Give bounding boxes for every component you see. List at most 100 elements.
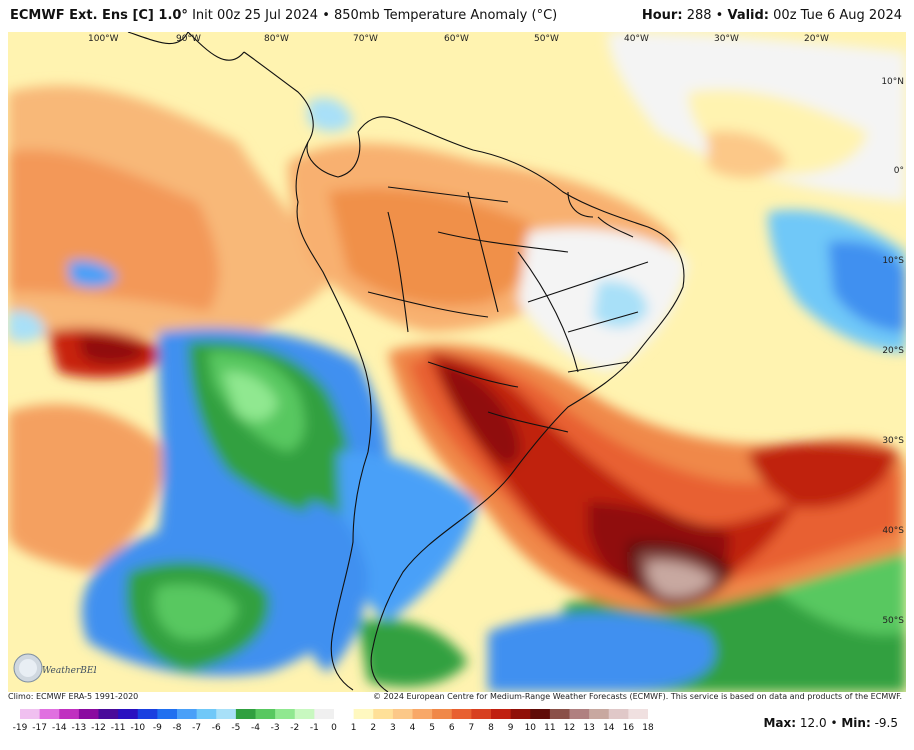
legend-label: -10 — [130, 723, 146, 733]
legend-label: 2 — [370, 723, 377, 733]
valid-info: Hour: 288 • Valid: 00z Tue 6 Aug 2024 — [642, 8, 902, 23]
lon-label-50w: 50°W — [534, 34, 559, 44]
legend-swatch — [157, 709, 178, 719]
anomaly-shading — [8, 32, 906, 692]
legend-label: 12 — [563, 723, 576, 733]
hour-label: Hour: — [641, 8, 683, 23]
legend-label: -7 — [192, 723, 202, 733]
legend-swatch — [530, 709, 551, 719]
legend-swatch — [471, 709, 492, 719]
legend-swatch — [118, 709, 139, 719]
legend-label: -1 — [309, 723, 319, 733]
climo-source: Climo: ECMWF ERA-5 1991-2020 — [8, 692, 139, 701]
legend-label: -11 — [110, 723, 126, 733]
legend-label: 0 — [331, 723, 337, 733]
lat-label-30s: 30°S — [882, 436, 904, 446]
legend-label: 16 — [622, 723, 635, 733]
legend-swatch — [137, 709, 158, 719]
min-label: Min: — [841, 716, 871, 730]
legend-label: 11 — [544, 723, 556, 733]
chart-title: ECMWF Ext. Ens [C] 1.0° Init 00z 25 Jul … — [10, 8, 557, 23]
legend-label: -8 — [172, 723, 182, 733]
longitude-labels: 100°W 90°W 80°W 70°W 60°W 50°W 40°W 30°W… — [88, 34, 829, 44]
legend-label: -2 — [290, 723, 300, 733]
legend-swatch — [294, 709, 315, 719]
max-value: 12.0 — [799, 716, 827, 730]
coastlines — [127, 32, 685, 692]
legend-swatch — [20, 709, 41, 719]
lat-label-0: 0° — [894, 166, 904, 176]
legend-swatch — [608, 709, 629, 719]
legend-label: -4 — [251, 723, 260, 733]
latitude-labels: 10°N 0° 10°S 20°S 30°S 40°S 50°S — [881, 77, 904, 626]
legend-color-bar — [20, 709, 648, 719]
legend-swatch — [569, 709, 590, 719]
legend-label: 1 — [350, 723, 357, 733]
legend-label: 14 — [603, 723, 615, 733]
legend-label: 7 — [468, 723, 475, 733]
lat-label-20s: 20°S — [882, 346, 904, 356]
lat-label-40s: 40°S — [882, 526, 904, 536]
max-label: Max: — [763, 716, 797, 730]
lon-label-70w: 70°W — [353, 34, 378, 44]
model-name: ECMWF Ext. Ens [C] 1.0° — [10, 8, 188, 23]
legend-label: -14 — [51, 723, 67, 733]
valid-label: Valid: — [727, 8, 770, 23]
legend-swatch — [432, 709, 453, 719]
legend-swatch — [196, 709, 217, 719]
legend-swatch — [177, 709, 198, 719]
legend-label: -6 — [211, 723, 221, 733]
legend-label: -9 — [152, 723, 162, 733]
legend-swatch — [373, 709, 394, 719]
legend-swatch — [78, 709, 100, 719]
header: ECMWF Ext. Ens [C] 1.0° Init 00z 25 Jul … — [0, 0, 914, 32]
legend-swatch — [392, 709, 414, 719]
legend-label: -19 — [12, 723, 28, 733]
legend-swatch — [334, 709, 355, 719]
map-canvas: 100°W 90°W 80°W 70°W 60°W 50°W 40°W 30°W… — [8, 32, 906, 692]
hour-value: 288 — [686, 8, 712, 23]
legend-swatch — [353, 709, 374, 719]
legend-label: -5 — [231, 723, 241, 733]
lon-label-60w: 60°W — [444, 34, 469, 44]
legend-swatch — [451, 709, 472, 719]
legend-label: 8 — [488, 723, 494, 733]
legend-label: 13 — [583, 723, 595, 733]
separator-dot: • — [715, 8, 728, 23]
legend-swatch — [235, 709, 257, 719]
legend-label: -13 — [71, 723, 87, 733]
legend-label: -3 — [270, 723, 280, 733]
legend-swatch — [549, 709, 571, 719]
max-min-separator: • — [830, 716, 842, 730]
lat-label-10s: 10°S — [882, 256, 904, 266]
lon-label-90w: 90°W — [176, 34, 201, 44]
legend-label: -12 — [91, 723, 106, 733]
lon-label-40w: 40°W — [624, 34, 649, 44]
legend-swatch — [589, 709, 610, 719]
legend-label: 4 — [409, 723, 416, 733]
lon-label-100w: 100°W — [88, 34, 119, 44]
min-value: -9.5 — [874, 716, 898, 730]
lon-label-30w: 30°W — [714, 34, 739, 44]
legend-swatch — [275, 709, 296, 719]
max-min-summary: Max: 12.0 • Min: -9.5 — [763, 716, 898, 730]
legend-label: 6 — [448, 723, 455, 733]
anomaly-map[interactable]: 100°W 90°W 80°W 70°W 60°W 50°W 40°W 30°W… — [8, 32, 906, 692]
legend-swatch — [412, 709, 433, 719]
weatherbell-logo: WeatherBELL — [12, 646, 105, 688]
legend-labels: -19 -17 -14 -13 -12 -11 -10 -9 -8 -7 -6 -5 -4 -3 -2 -1 0… — [13, 723, 654, 737]
legend-label: 10 — [524, 723, 537, 733]
legend-label: 9 — [507, 723, 514, 733]
legend-swatch — [491, 709, 512, 719]
lat-label-10n: 10°N — [881, 77, 904, 87]
lat-label-50s: 50°S — [882, 616, 904, 626]
legend-swatch — [39, 709, 60, 719]
legend-swatch — [314, 709, 335, 719]
run-info: Init 00z 25 Jul 2024 • 850mb Temperature… — [192, 8, 558, 23]
legend-swatch — [255, 709, 276, 719]
copyright-notice: © 2024 European Centre for Medium-Range … — [373, 692, 902, 701]
legend-swatch — [628, 709, 648, 719]
lon-label-80w: 80°W — [264, 34, 289, 44]
legend-label: 18 — [642, 723, 654, 733]
color-legend: -19 -17 -14 -13 -12 -11 -10 -9 -8 -7 -6 -5 -4 -3 -2 -1 0… — [13, 709, 654, 739]
